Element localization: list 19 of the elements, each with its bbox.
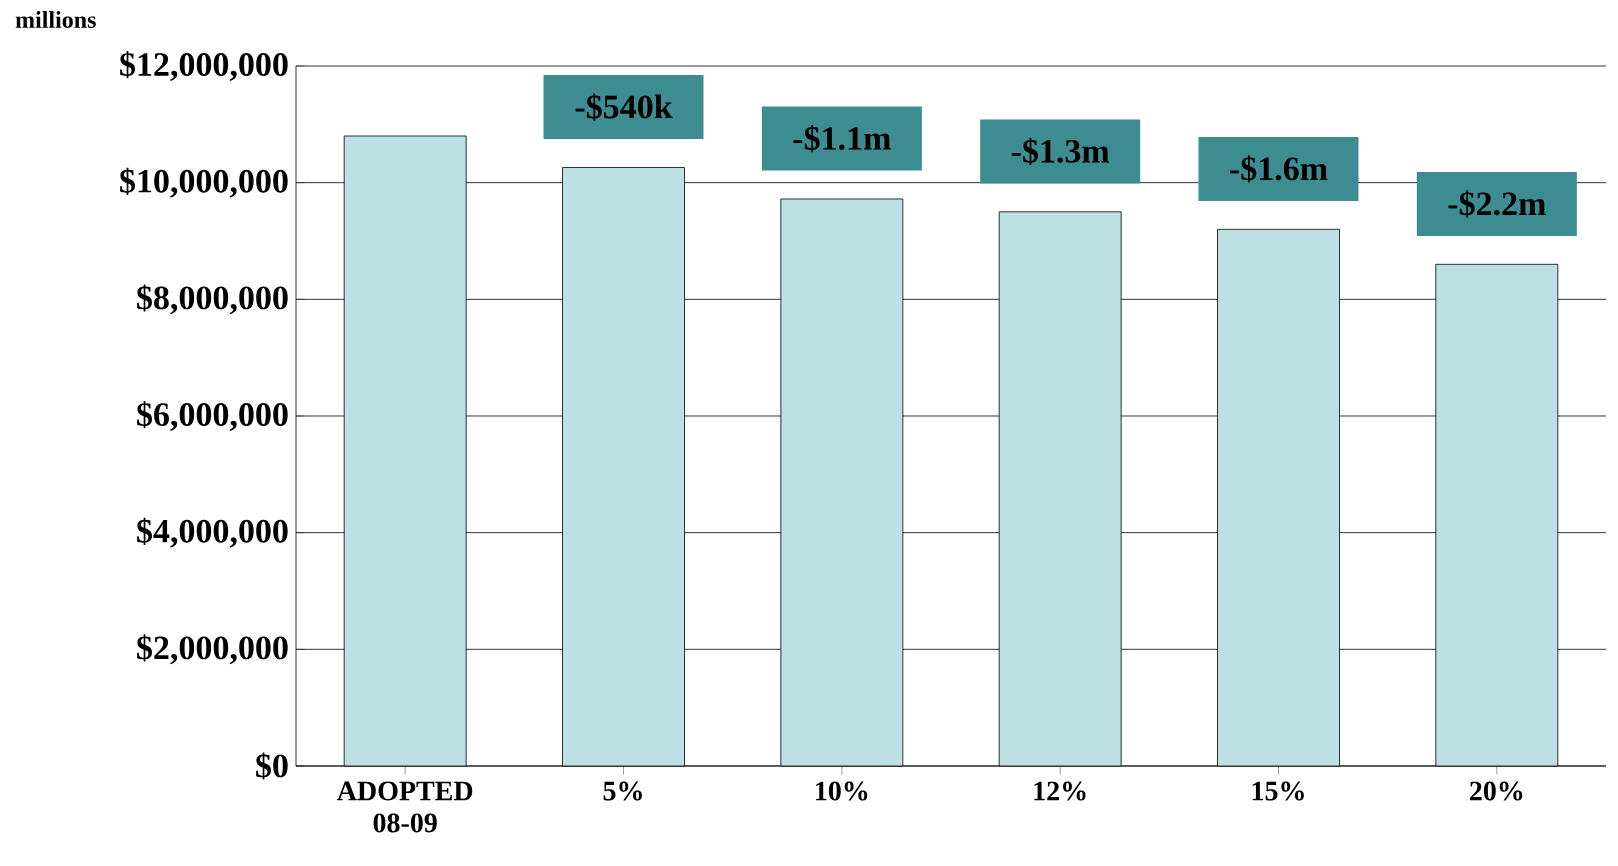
annotation: -$1.1m <box>793 124 891 153</box>
x-tick-label: 20% <box>1469 781 1523 801</box>
y-tick-label: $10,000,000 <box>120 167 288 198</box>
y-tick-label: $6,000,000 <box>137 401 288 431</box>
y-tick-label: $12,000,000 <box>120 51 288 81</box>
annotation: -$540k <box>575 93 673 121</box>
annotation: -$2.2m <box>1448 190 1546 218</box>
x-tick-label: 15% <box>1252 781 1304 801</box>
x-tick-label: 10% <box>816 781 868 801</box>
x-tick-label: 12% <box>1034 781 1086 801</box>
y-tick-label: $2,000,000 <box>137 634 288 665</box>
x-tick-label: ADOPTED 08-09 <box>337 781 473 833</box>
y-axis-title: millions <box>15 11 96 28</box>
y-tick-label: $8,000,000 <box>137 284 288 315</box>
x-tick-label: 5% <box>603 781 642 801</box>
y-tick-label: $4,000,000 <box>137 517 288 548</box>
annotation: -$1.3m <box>1011 137 1110 166</box>
y-tick-label: $0 <box>256 752 288 780</box>
annotation: -$1.6m <box>1230 155 1328 183</box>
